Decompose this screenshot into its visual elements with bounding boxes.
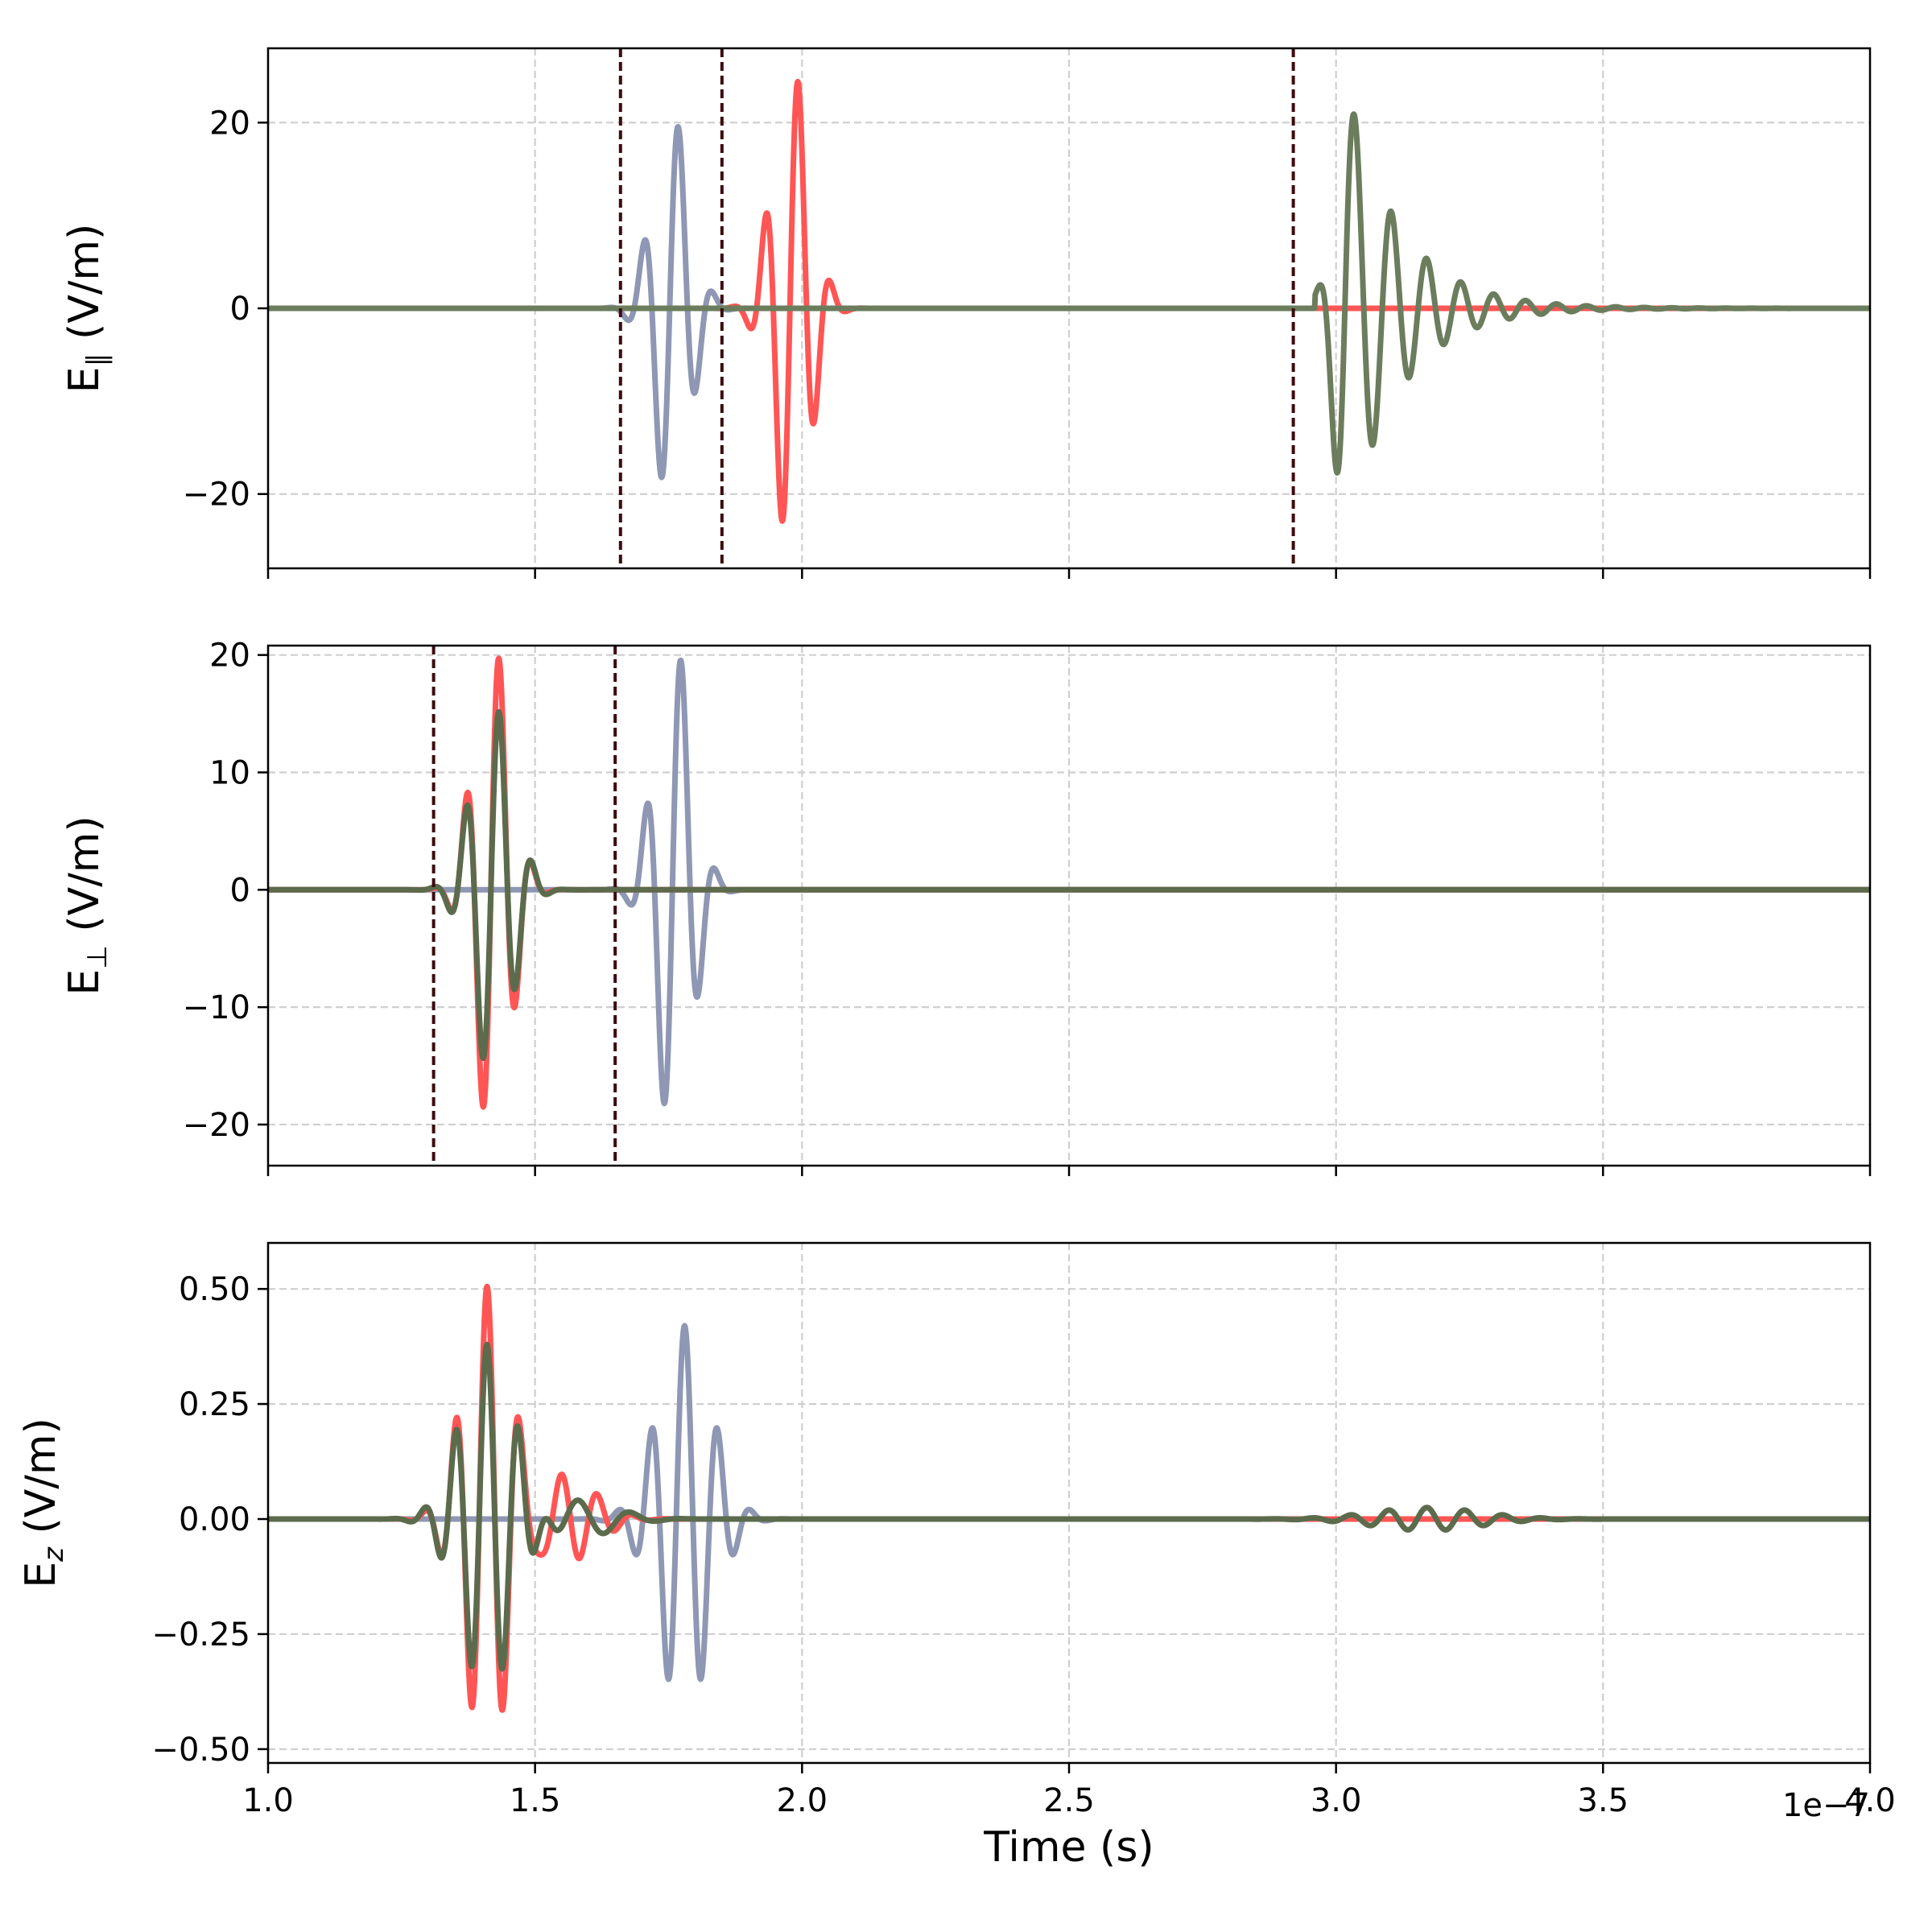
x-tick-label: 2.5 (1043, 1782, 1095, 1819)
panel-e-z: −0.50 −0.25 0.00 0.25 0.50 1.0 1.5 2.0 2.5 3.0 3.5… (17, 1241, 1896, 1819)
y-tick-label: −10 (183, 989, 250, 1026)
y-tick-label: 0.00 (179, 1501, 250, 1538)
x-tick-label: 3.0 (1311, 1782, 1362, 1819)
x-tick-label: 2.0 (777, 1782, 828, 1819)
x-tick-label: 4.0 (1844, 1782, 1896, 1819)
y-axis-label: E⊥ (V/m) (60, 815, 114, 995)
panel-e-parallel: −20 0 20 E∥ (V/m) (60, 47, 1872, 579)
x-tick-label: 3.5 (1578, 1782, 1629, 1819)
y-tick-label: 0 (230, 291, 250, 328)
y-tick-label: 0.50 (179, 1271, 250, 1308)
y-tick-label: −0.25 (151, 1616, 250, 1653)
x-tick-label: 1.5 (510, 1782, 561, 1819)
series-line-3 (268, 111, 1870, 476)
y-tick-label: −20 (183, 1107, 250, 1144)
series-line-3 (268, 1341, 1870, 1672)
y-tick-label: 20 (209, 638, 250, 675)
y-tick-label: 0 (230, 872, 250, 909)
x-axis-label: Time (s) (983, 1823, 1154, 1872)
y-tick-label: 0.25 (179, 1386, 250, 1423)
panel-e-perpendicular: −20 −10 0 10 20 E⊥ (V/m) (60, 638, 1872, 1176)
y-tick-label: 10 (209, 754, 250, 791)
y-axis-label: E∥ (V/m) (60, 224, 114, 394)
x-offset-label: 1e−7 (1782, 1787, 1870, 1824)
y-tick-label: −0.50 (151, 1732, 250, 1769)
x-tick-label: 1.0 (242, 1782, 294, 1819)
series-line-3 (268, 708, 1870, 1062)
y-axis-label: Ez (V/m) (17, 1418, 70, 1588)
y-tick-label: 20 (209, 105, 250, 142)
y-tick-label: −20 (183, 477, 250, 514)
